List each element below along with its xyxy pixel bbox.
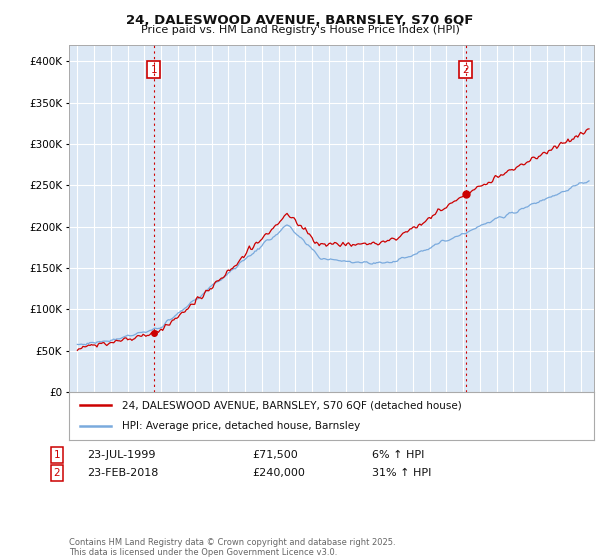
Text: 2: 2 bbox=[462, 64, 469, 74]
Text: 2: 2 bbox=[53, 468, 61, 478]
Text: 24, DALESWOOD AVENUE, BARNSLEY, S70 6QF: 24, DALESWOOD AVENUE, BARNSLEY, S70 6QF bbox=[127, 14, 473, 27]
Text: 1: 1 bbox=[53, 450, 61, 460]
Text: 1: 1 bbox=[151, 64, 157, 74]
Text: 23-JUL-1999: 23-JUL-1999 bbox=[87, 450, 155, 460]
Text: 6% ↑ HPI: 6% ↑ HPI bbox=[372, 450, 424, 460]
Text: £71,500: £71,500 bbox=[252, 450, 298, 460]
Text: £240,000: £240,000 bbox=[252, 468, 305, 478]
Text: 24, DALESWOOD AVENUE, BARNSLEY, S70 6QF (detached house): 24, DALESWOOD AVENUE, BARNSLEY, S70 6QF … bbox=[121, 400, 461, 410]
Text: Price paid vs. HM Land Registry's House Price Index (HPI): Price paid vs. HM Land Registry's House … bbox=[140, 25, 460, 35]
Text: Contains HM Land Registry data © Crown copyright and database right 2025.
This d: Contains HM Land Registry data © Crown c… bbox=[69, 538, 395, 557]
Text: 23-FEB-2018: 23-FEB-2018 bbox=[87, 468, 158, 478]
Text: HPI: Average price, detached house, Barnsley: HPI: Average price, detached house, Barn… bbox=[121, 421, 360, 431]
Text: 31% ↑ HPI: 31% ↑ HPI bbox=[372, 468, 431, 478]
